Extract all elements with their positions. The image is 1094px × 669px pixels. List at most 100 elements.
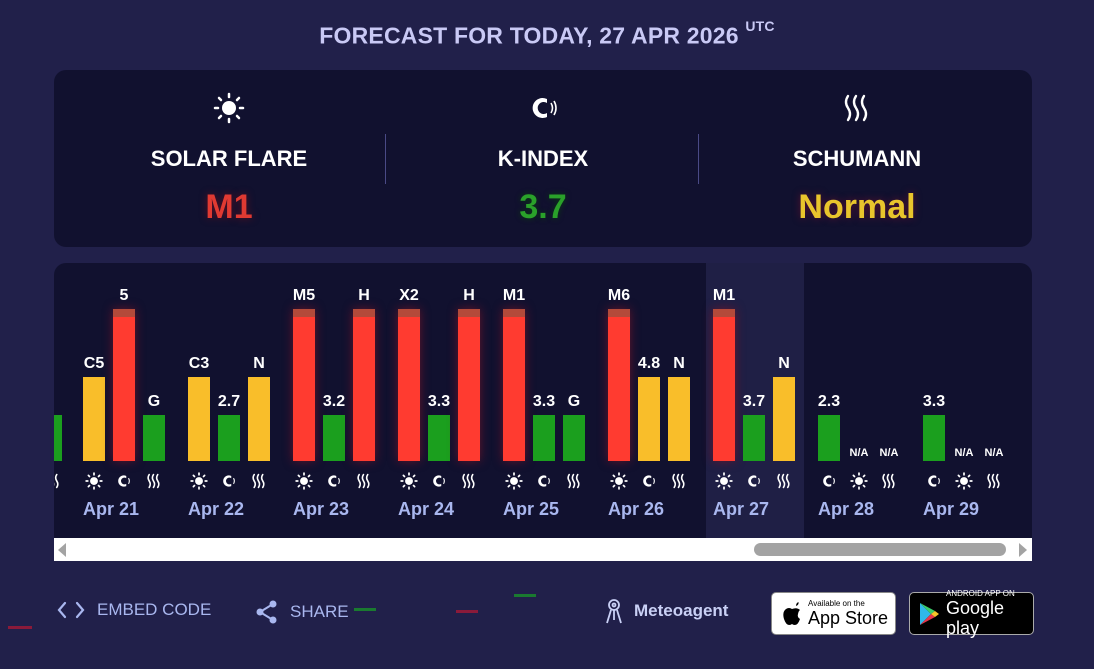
magnet-icon bbox=[923, 471, 945, 491]
waves-icon bbox=[563, 471, 585, 491]
kp-value-label: 3.3 bbox=[914, 393, 954, 411]
schumann-label: SCHUMANN bbox=[694, 146, 1020, 172]
flare-bar[interactable] bbox=[503, 309, 525, 461]
scroll-left-arrow-icon[interactable] bbox=[58, 543, 66, 557]
waves-icon bbox=[694, 90, 1020, 126]
schumann-bar[interactable] bbox=[248, 377, 270, 461]
code-brackets-icon bbox=[57, 600, 85, 620]
schumann-value-label: N bbox=[764, 355, 804, 373]
schumann-bar[interactable] bbox=[668, 377, 690, 461]
kp-bar[interactable] bbox=[923, 415, 945, 461]
date-label: Apr 24 bbox=[398, 499, 454, 520]
flare-bar[interactable] bbox=[188, 377, 210, 461]
google-play-badge[interactable]: ANDROID APP ON Google play bbox=[909, 592, 1034, 635]
k-index-summary: K-INDEX 3.7 bbox=[380, 70, 706, 247]
schumann-bar[interactable] bbox=[563, 415, 585, 461]
date-label: Apr 25 bbox=[503, 499, 559, 520]
timezone-label: UTC bbox=[745, 18, 774, 34]
schumann-value: Normal bbox=[694, 188, 1020, 227]
meteoagent-label: Meteoagent bbox=[634, 601, 728, 621]
kp-bar[interactable] bbox=[218, 415, 240, 461]
schumann-value-label: N/A bbox=[974, 447, 1014, 459]
kp-value-label: 3.3 bbox=[419, 393, 459, 411]
sun-icon bbox=[83, 471, 105, 491]
kp-bar[interactable] bbox=[638, 377, 660, 461]
waves-icon bbox=[458, 471, 480, 491]
sun-icon bbox=[608, 471, 630, 491]
flare-bar[interactable] bbox=[398, 309, 420, 461]
waves-icon bbox=[983, 471, 1005, 491]
app-store-badge[interactable]: Available on the App Store bbox=[771, 592, 896, 635]
k-index-value: 3.7 bbox=[380, 188, 706, 227]
google-play-icon bbox=[918, 602, 940, 626]
flare-bar[interactable] bbox=[293, 309, 315, 461]
kp-bar[interactable] bbox=[113, 309, 135, 461]
forecast-chart[interactable]: C5 5 G Apr 21 C3 2.7 N Apr 22 M5 3.2 H Apr 23 X2 3.3 H… bbox=[54, 263, 1032, 538]
flare-value-label: C5 bbox=[74, 355, 114, 373]
sun-icon bbox=[293, 471, 315, 491]
app-store-text: App Store bbox=[808, 608, 888, 628]
kp-bar[interactable] bbox=[818, 415, 840, 461]
share-label: SHARE bbox=[290, 602, 349, 622]
magnet-icon bbox=[218, 471, 240, 491]
sun-icon bbox=[503, 471, 525, 491]
share-button[interactable]: SHARE bbox=[256, 600, 349, 624]
kp-bar[interactable] bbox=[428, 415, 450, 461]
schumann-value-label: G bbox=[134, 393, 174, 411]
schumann-value-label: N/A bbox=[869, 447, 909, 459]
waves-icon bbox=[878, 471, 900, 491]
magnet-icon bbox=[533, 471, 555, 491]
date-label: Apr 23 bbox=[293, 499, 349, 520]
kp-value-label: 2.7 bbox=[209, 393, 249, 411]
forecast-title: FORECAST FOR TODAY, 27 APR 2026 bbox=[319, 23, 738, 49]
schumann-value-label: N bbox=[659, 355, 699, 373]
schumann-bar[interactable] bbox=[143, 415, 165, 461]
kp-value-label: 3.2 bbox=[314, 393, 354, 411]
decor-glitch bbox=[514, 594, 536, 597]
kp-bar[interactable] bbox=[533, 415, 555, 461]
kp-bar[interactable] bbox=[323, 415, 345, 461]
schumann-value-label: H bbox=[344, 287, 384, 305]
schumann-bar[interactable] bbox=[353, 309, 375, 461]
page-title: FORECAST FOR TODAY, 27 APR 2026 UTC bbox=[0, 22, 1094, 50]
schumann-value-label: G bbox=[554, 393, 594, 411]
magnet-icon bbox=[638, 471, 660, 491]
embed-code-button[interactable]: EMBED CODE bbox=[57, 600, 211, 620]
magnet-icon bbox=[113, 471, 135, 491]
kp-value-label: 5 bbox=[104, 287, 144, 305]
schumann-bar[interactable] bbox=[458, 309, 480, 461]
magnet-icon bbox=[818, 471, 840, 491]
flare-bar[interactable] bbox=[608, 309, 630, 461]
meteoagent-link[interactable]: Meteoagent bbox=[604, 598, 728, 624]
embed-code-label: EMBED CODE bbox=[97, 600, 211, 620]
magnet-icon bbox=[323, 471, 345, 491]
google-play-text: Google play bbox=[946, 598, 1033, 638]
schumann-value-label: N bbox=[239, 355, 279, 373]
sun-icon bbox=[66, 90, 392, 126]
date-label: Apr 22 bbox=[188, 499, 244, 520]
decor-glitch bbox=[354, 608, 376, 611]
partial-schumann-bar[interactable] bbox=[54, 415, 62, 461]
share-icon bbox=[256, 600, 278, 624]
sun-icon bbox=[713, 471, 735, 491]
flare-value-label: M1 bbox=[704, 287, 744, 305]
sun-icon bbox=[398, 471, 420, 491]
date-label: Apr 29 bbox=[923, 499, 979, 520]
schumann-bar[interactable] bbox=[773, 377, 795, 461]
waves-icon bbox=[353, 471, 375, 491]
kp-bar[interactable] bbox=[743, 415, 765, 461]
flare-bar[interactable] bbox=[83, 377, 105, 461]
sun-icon bbox=[953, 471, 975, 491]
date-label: Apr 26 bbox=[608, 499, 664, 520]
app-store-small-text: Available on the bbox=[808, 599, 888, 608]
waves-icon bbox=[54, 471, 64, 491]
kp-value-label: 2.3 bbox=[809, 393, 849, 411]
waves-icon bbox=[143, 471, 165, 491]
magnet-icon bbox=[743, 471, 765, 491]
scroll-right-arrow-icon[interactable] bbox=[1019, 543, 1027, 557]
meteoagent-icon bbox=[604, 598, 624, 624]
flare-bar[interactable] bbox=[713, 309, 735, 461]
horizontal-scrollbar[interactable] bbox=[54, 538, 1032, 561]
scroll-thumb[interactable] bbox=[754, 543, 1006, 556]
k-index-label: K-INDEX bbox=[380, 146, 706, 172]
